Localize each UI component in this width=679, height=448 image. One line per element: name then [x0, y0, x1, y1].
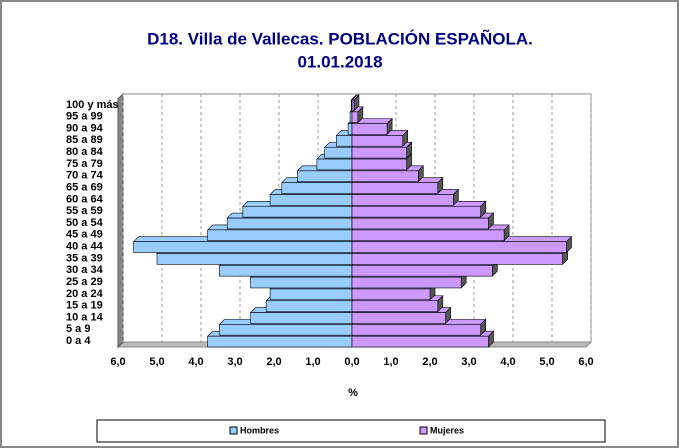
legend-swatch — [419, 426, 428, 435]
bar-face — [351, 99, 355, 112]
bar-face — [351, 276, 462, 289]
bar-face — [242, 205, 353, 218]
bar-face — [351, 253, 563, 265]
bar-face — [351, 241, 567, 253]
bar-face — [351, 194, 454, 206]
bar-face — [265, 300, 353, 312]
bar-face — [316, 158, 353, 171]
bar-face — [351, 135, 404, 147]
bar-face — [351, 335, 489, 348]
bar-face — [351, 123, 388, 135]
y-tick-label: 25 a 29 — [66, 276, 103, 288]
bar-face — [269, 194, 353, 206]
y-tick-label: 5 a 9 — [66, 323, 90, 335]
bar-face — [324, 146, 353, 159]
bar-face — [347, 123, 353, 135]
legend — [96, 419, 606, 443]
bar-face — [219, 265, 353, 277]
legend-label: Mujeres — [430, 425, 464, 435]
y-tick-label: 90 a 94 — [66, 122, 104, 134]
y-tick-label: 10 a 14 — [66, 311, 104, 323]
legend-label: Hombres — [240, 425, 279, 435]
y-tick-label: 20 a 24 — [66, 288, 104, 300]
y-tick-label: 55 a 59 — [66, 205, 103, 217]
y-tick-label: 80 a 84 — [66, 146, 104, 158]
x-tick-label: 1,0 — [383, 356, 398, 368]
bar-face — [351, 146, 407, 159]
bar-face — [351, 229, 505, 242]
y-tick-label: 40 a 44 — [66, 241, 104, 253]
x-tick-label: 5,0 — [539, 356, 554, 368]
chart-title: D18. Villa de Vallecas. POBLACIÓN ESPAÑO… — [147, 28, 533, 48]
bar-face — [207, 335, 353, 348]
y-tick-label: 75 a 79 — [66, 158, 103, 170]
bar — [351, 117, 393, 136]
bar-face — [336, 135, 353, 147]
bar-face — [351, 170, 419, 182]
bar-face — [351, 158, 407, 171]
y-tick-label: 95 a 99 — [66, 111, 103, 123]
x-tick-label: 2,0 — [422, 356, 437, 368]
x-tick-label: 4,0 — [500, 356, 515, 368]
x-tick-label: 3,0 — [461, 356, 476, 368]
x-tick-label: 0,0 — [344, 356, 359, 368]
side-wall — [117, 92, 124, 349]
bar-face — [351, 217, 489, 230]
y-tick-label: 85 a 89 — [66, 134, 103, 146]
x-tick-label: 6,0 — [110, 356, 125, 368]
bar-face — [281, 182, 353, 194]
bar-face — [219, 324, 353, 336]
bar-face — [156, 253, 353, 265]
bar-face — [351, 324, 481, 336]
bar-face — [133, 241, 353, 253]
y-tick-label: 70 a 74 — [66, 170, 104, 182]
x-tick-label: 5,0 — [149, 356, 164, 368]
bar-face — [250, 276, 353, 289]
y-tick-label: 30 a 34 — [66, 264, 104, 276]
x-tick-label: 2,0 — [266, 356, 281, 368]
bar-face — [297, 170, 353, 182]
bar-face — [351, 288, 431, 301]
bar-face — [351, 205, 481, 218]
x-axis-label: % — [348, 387, 358, 399]
bar-face — [207, 229, 353, 242]
bar-face — [351, 182, 439, 194]
y-tick-label: 35 a 39 — [66, 252, 103, 264]
bar — [351, 94, 360, 112]
bar-face — [351, 300, 439, 312]
bar-face — [351, 111, 359, 123]
y-tick-label: 100 y más — [66, 99, 119, 111]
bar-face — [269, 288, 353, 301]
bar-face — [351, 265, 493, 277]
bar-face — [226, 217, 353, 230]
y-tick-label: 65 a 69 — [66, 181, 103, 193]
y-tick-label: 50 a 54 — [66, 217, 104, 229]
y-tick-label: 45 a 49 — [66, 229, 103, 241]
y-tick-label: 60 a 64 — [66, 193, 104, 205]
x-tick-label: 6,0 — [578, 356, 593, 368]
chart-subtitle: 01.01.2018 — [297, 52, 382, 71]
y-tick-label: 15 a 19 — [66, 300, 103, 312]
x-tick-label: 4,0 — [188, 356, 203, 368]
x-tick-label: 3,0 — [227, 356, 242, 368]
x-tick-label: 1,0 — [305, 356, 320, 368]
bar-face — [250, 312, 353, 324]
bar-face — [351, 312, 446, 324]
y-tick-label: 0 a 4 — [66, 335, 91, 347]
legend-swatch — [229, 426, 238, 435]
